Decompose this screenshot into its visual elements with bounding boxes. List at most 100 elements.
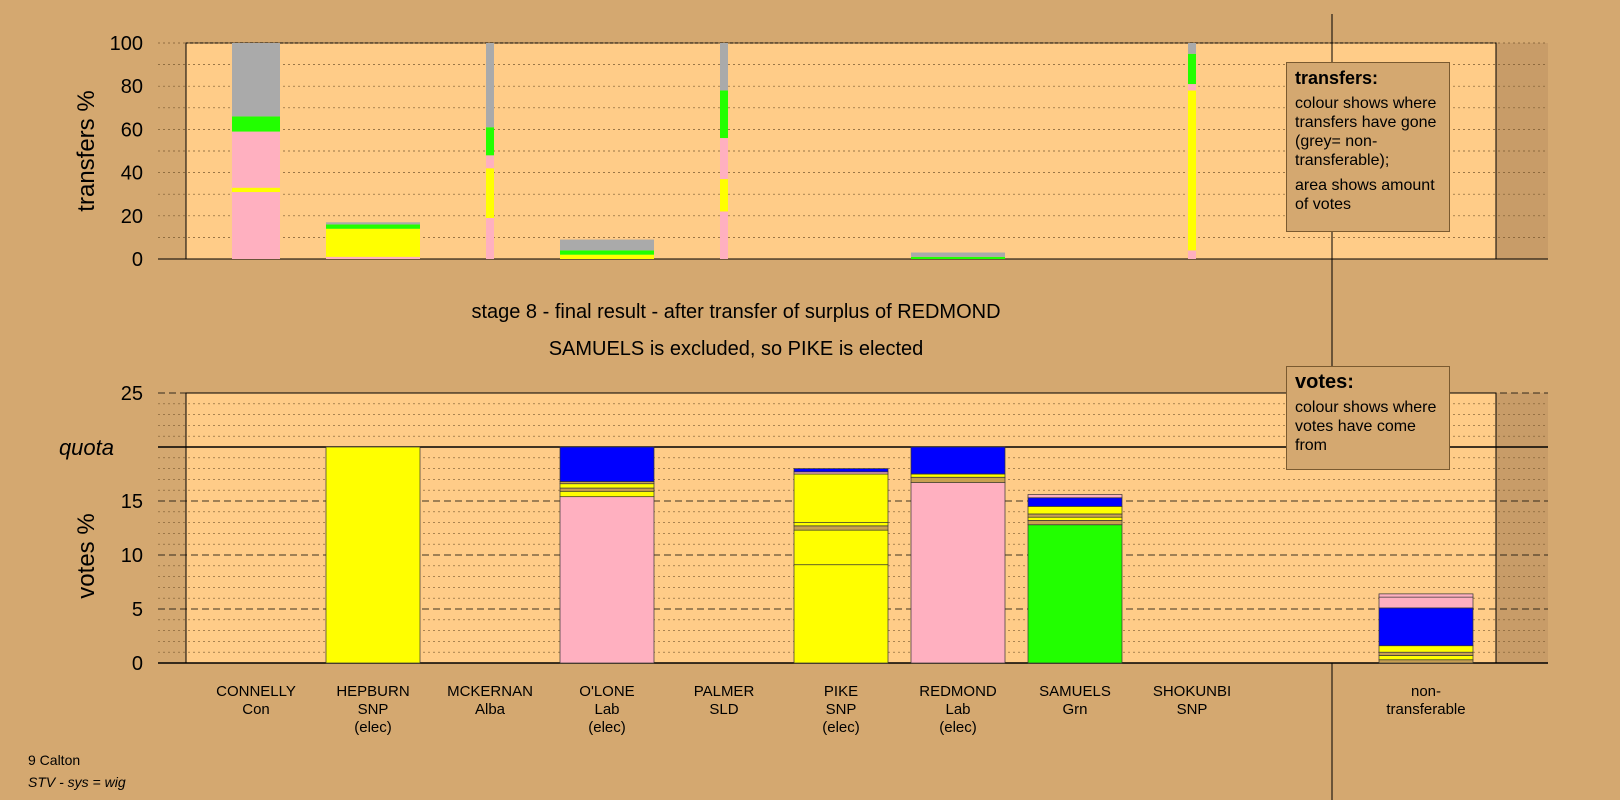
vote-bar-segment <box>559 490 655 498</box>
vote-bar-segment <box>1027 497 1123 507</box>
candidate-party-label: SNP <box>1177 701 1208 718</box>
transfer-bar-segment <box>326 222 420 225</box>
transfer-bar-segment <box>560 250 654 255</box>
candidate-name-label: HEPBURN <box>336 683 409 700</box>
candidate-party-label: Con <box>242 701 270 718</box>
transfer-bar-segment <box>326 228 420 257</box>
transfer-bar-segment <box>560 254 654 259</box>
transfer-bar-segment <box>720 90 728 139</box>
candidate-status-label: (elec) <box>822 719 860 736</box>
candidate-name-label: CONNELLY <box>216 683 296 700</box>
stage-title: stage 8 - final result - after transfer … <box>471 301 1000 323</box>
transfer-bar-segment <box>1188 250 1196 259</box>
candidate-party-label: transferable <box>1386 701 1465 718</box>
candidate-status-label: (elec) <box>354 719 392 736</box>
y-tick-label: 15 <box>121 491 143 513</box>
votes-legend: votes: colour shows where votes have com… <box>1286 366 1450 470</box>
vote-bar-segment <box>1027 524 1123 664</box>
vote-bar-segment <box>910 482 1006 664</box>
vote-bar-segment <box>1378 651 1474 656</box>
vote-bar-segment <box>559 496 655 664</box>
votes-legend-heading: votes: <box>1295 371 1354 393</box>
vote-bar-segment <box>793 522 889 527</box>
candidate-name-label: PIKE <box>824 683 858 700</box>
candidate-party-label: SNP <box>826 701 857 718</box>
transfer-bar-segment <box>232 131 280 188</box>
transfer-bar-segment <box>232 43 280 117</box>
vote-bar-segment <box>910 446 1006 475</box>
candidate-name-label: SHOKUNBI <box>1153 683 1231 700</box>
transfer-bar-segment <box>486 127 494 156</box>
transfer-bar-segment <box>232 192 280 259</box>
candidate-name-label: MCKERNAN <box>447 683 533 700</box>
transfer-bar-segment <box>486 217 494 259</box>
vote-bar-segment <box>1378 607 1474 647</box>
transfer-bar-segment <box>720 43 728 91</box>
vote-bar-segment <box>1027 506 1123 515</box>
candidate-party-label: SNP <box>358 701 389 718</box>
quota-label: quota <box>59 435 114 460</box>
y-tick-label: 40 <box>121 163 143 185</box>
candidate-name-label: REDMOND <box>919 683 997 700</box>
vote-bar-segment <box>793 473 889 523</box>
transfer-bar-segment <box>326 224 420 229</box>
vote-bar-segment <box>1027 513 1123 518</box>
vote-bar-segment <box>1027 494 1123 499</box>
y-tick-label: 25 <box>121 383 143 405</box>
transfers-legend: transfers: colour shows where transfers … <box>1286 62 1450 232</box>
vote-bar-segment <box>1378 659 1474 664</box>
system-label: STV - sys = wig <box>28 774 126 790</box>
vote-bar-segment <box>559 446 655 482</box>
vote-bar-segment <box>910 473 1006 478</box>
y-tick-label: 0 <box>132 653 143 675</box>
vote-bar-segment <box>793 525 889 531</box>
candidate-status-label: (elec) <box>588 719 626 736</box>
y-axis-label: transfers % <box>73 90 100 211</box>
transfer-bar-segment <box>232 116 280 132</box>
transfer-bar-segment <box>1188 53 1196 85</box>
vote-bar-segment <box>1378 645 1474 653</box>
y-tick-label: 100 <box>110 33 143 55</box>
vote-bar-segment <box>793 564 889 664</box>
y-tick-label: 0 <box>132 249 143 271</box>
transfer-bar-segment <box>232 187 280 193</box>
y-tick-label: 10 <box>121 545 143 567</box>
vote-bar-segment <box>1027 516 1123 521</box>
candidate-party-label: SLD <box>709 701 738 718</box>
candidate-party-label: Lab <box>594 701 619 718</box>
transfer-bar-segment <box>911 252 1005 257</box>
transfer-bar-segment <box>1188 43 1196 54</box>
vote-bar-segment <box>793 529 889 566</box>
transfer-bar-segment <box>486 43 494 128</box>
candidate-status-label: (elec) <box>939 719 977 736</box>
vote-bar-segment <box>1378 593 1474 598</box>
vote-bar-segment <box>910 476 1006 483</box>
ward-label: 9 Calton <box>28 752 81 768</box>
vote-bar-segment <box>559 487 655 492</box>
candidate-name-label: O'LONE <box>579 683 634 700</box>
transfer-bar-segment <box>720 138 728 180</box>
transfer-bar-segment <box>486 168 494 218</box>
candidate-party-label: Alba <box>475 701 506 718</box>
transfers-legend-area-text: area shows amount of votes <box>1295 177 1435 213</box>
y-tick-label: 5 <box>132 599 143 621</box>
y-tick-label: 60 <box>121 119 143 141</box>
y-axis-label: votes % <box>73 513 100 598</box>
y-tick-label: 20 <box>121 206 143 228</box>
vote-bar-segment <box>1027 520 1123 526</box>
result-subtitle: SAMUELS is excluded, so PIKE is elected <box>549 338 924 360</box>
transfers-legend-text: colour shows where transfers have gone (… <box>1295 95 1437 169</box>
y-tick-label: 80 <box>121 76 143 98</box>
candidate-name-label: SAMUELS <box>1039 683 1111 700</box>
transfer-bar-segment <box>326 256 420 259</box>
votes-legend-text: colour shows where votes have come from <box>1295 399 1437 454</box>
transfer-bar-segment <box>486 155 494 169</box>
transfer-bar-segment <box>720 179 728 212</box>
vote-bar-segment <box>325 446 421 664</box>
transfer-bar-segment <box>911 256 1005 259</box>
plot-side-shade <box>1496 393 1548 663</box>
vote-bar-segment <box>1378 655 1474 661</box>
